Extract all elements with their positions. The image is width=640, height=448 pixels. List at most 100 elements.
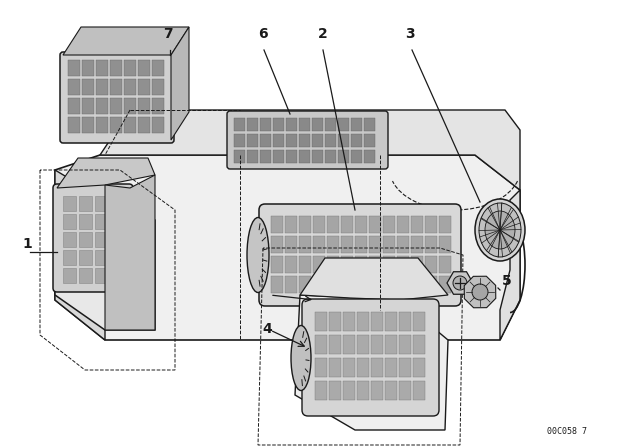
- Bar: [111, 268, 124, 283]
- Bar: [341, 276, 353, 293]
- Bar: [338, 150, 349, 163]
- Bar: [285, 216, 297, 233]
- Bar: [79, 232, 92, 247]
- Text: 7: 7: [163, 27, 173, 41]
- Bar: [355, 276, 367, 293]
- Bar: [369, 216, 381, 233]
- Bar: [138, 117, 150, 133]
- Bar: [247, 134, 258, 147]
- Bar: [95, 250, 108, 265]
- Bar: [82, 98, 94, 114]
- Bar: [313, 256, 325, 273]
- Bar: [247, 150, 258, 163]
- Bar: [286, 118, 297, 131]
- Bar: [338, 118, 349, 131]
- Ellipse shape: [291, 326, 311, 391]
- Bar: [110, 117, 122, 133]
- Bar: [95, 232, 108, 247]
- Bar: [299, 236, 311, 253]
- Bar: [357, 358, 369, 377]
- Bar: [327, 236, 339, 253]
- Bar: [385, 312, 397, 331]
- Bar: [399, 312, 411, 331]
- Bar: [82, 60, 94, 76]
- Polygon shape: [57, 158, 155, 188]
- Bar: [247, 118, 258, 131]
- Bar: [411, 216, 423, 233]
- Bar: [111, 232, 124, 247]
- Bar: [327, 276, 339, 293]
- Bar: [234, 150, 245, 163]
- Bar: [285, 236, 297, 253]
- Bar: [234, 118, 245, 131]
- Bar: [397, 216, 409, 233]
- Bar: [96, 117, 108, 133]
- Polygon shape: [100, 110, 520, 190]
- Polygon shape: [55, 170, 105, 340]
- Bar: [425, 276, 437, 293]
- Bar: [341, 256, 353, 273]
- Bar: [371, 335, 383, 354]
- Bar: [138, 79, 150, 95]
- Bar: [234, 134, 245, 147]
- Bar: [357, 312, 369, 331]
- Bar: [371, 358, 383, 377]
- Bar: [355, 216, 367, 233]
- Bar: [369, 276, 381, 293]
- FancyBboxPatch shape: [227, 111, 388, 169]
- Bar: [397, 256, 409, 273]
- Bar: [329, 335, 341, 354]
- Bar: [285, 256, 297, 273]
- Bar: [425, 216, 437, 233]
- Ellipse shape: [475, 199, 525, 261]
- Bar: [315, 381, 327, 400]
- Bar: [96, 60, 108, 76]
- Bar: [68, 60, 80, 76]
- Bar: [364, 150, 375, 163]
- Bar: [385, 335, 397, 354]
- Bar: [425, 256, 437, 273]
- Bar: [385, 381, 397, 400]
- Bar: [315, 358, 327, 377]
- Bar: [63, 196, 76, 211]
- Bar: [273, 118, 284, 131]
- Bar: [411, 276, 423, 293]
- Bar: [329, 358, 341, 377]
- Bar: [383, 216, 395, 233]
- Bar: [325, 134, 336, 147]
- Bar: [138, 98, 150, 114]
- Bar: [327, 216, 339, 233]
- Bar: [357, 335, 369, 354]
- Bar: [397, 276, 409, 293]
- Bar: [385, 358, 397, 377]
- FancyBboxPatch shape: [53, 184, 133, 292]
- Bar: [355, 236, 367, 253]
- Bar: [286, 134, 297, 147]
- Polygon shape: [300, 258, 448, 300]
- Text: 6: 6: [258, 27, 268, 41]
- Bar: [343, 335, 355, 354]
- Bar: [371, 381, 383, 400]
- Bar: [312, 118, 323, 131]
- Bar: [110, 60, 122, 76]
- Bar: [63, 250, 76, 265]
- Bar: [383, 256, 395, 273]
- Bar: [439, 256, 451, 273]
- Bar: [369, 236, 381, 253]
- Bar: [111, 214, 124, 229]
- FancyBboxPatch shape: [302, 299, 439, 416]
- Bar: [439, 216, 451, 233]
- Polygon shape: [171, 27, 189, 140]
- Ellipse shape: [485, 211, 515, 249]
- Bar: [439, 276, 451, 293]
- Bar: [411, 256, 423, 273]
- Text: 1: 1: [22, 237, 32, 251]
- Bar: [152, 79, 164, 95]
- Text: 2: 2: [318, 27, 328, 41]
- Bar: [124, 79, 136, 95]
- Bar: [299, 118, 310, 131]
- Bar: [79, 268, 92, 283]
- Text: 3: 3: [405, 27, 415, 41]
- Bar: [413, 358, 425, 377]
- Bar: [124, 60, 136, 76]
